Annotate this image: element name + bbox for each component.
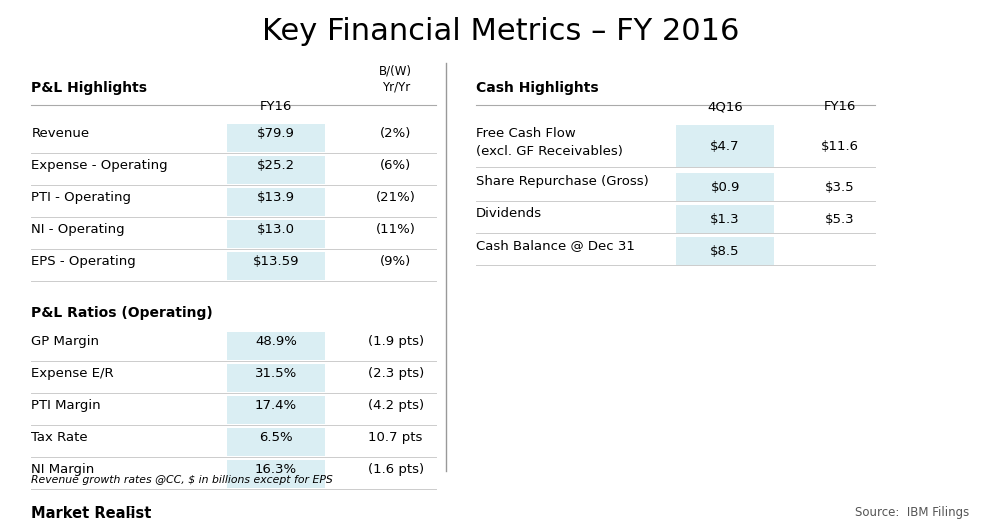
Text: 10.7 pts: 10.7 pts bbox=[368, 431, 422, 444]
Text: $25.2: $25.2 bbox=[257, 159, 295, 172]
Text: $11.6: $11.6 bbox=[821, 140, 859, 153]
Text: $3.5: $3.5 bbox=[825, 181, 855, 194]
FancyBboxPatch shape bbox=[227, 188, 324, 216]
Text: Revenue: Revenue bbox=[31, 128, 89, 140]
FancyBboxPatch shape bbox=[227, 364, 324, 392]
Text: 48.9%: 48.9% bbox=[255, 335, 297, 348]
Text: Revenue growth rates @CC, $ in billions except for EPS: Revenue growth rates @CC, $ in billions … bbox=[31, 475, 333, 485]
Text: FY16: FY16 bbox=[824, 100, 856, 113]
Text: Expense E/R: Expense E/R bbox=[31, 367, 114, 380]
FancyBboxPatch shape bbox=[227, 124, 324, 152]
Text: EPS - Operating: EPS - Operating bbox=[31, 255, 136, 268]
Text: $8.5: $8.5 bbox=[711, 245, 740, 258]
Text: Key Financial Metrics – FY 2016: Key Financial Metrics – FY 2016 bbox=[262, 17, 739, 46]
Text: 6.5%: 6.5% bbox=[259, 431, 292, 444]
Text: (4.2 pts): (4.2 pts) bbox=[367, 399, 423, 412]
Text: Source:  IBM Filings: Source: IBM Filings bbox=[856, 506, 970, 519]
Text: P&L Ratios (Operating): P&L Ratios (Operating) bbox=[31, 306, 213, 320]
Text: (6%): (6%) bbox=[380, 159, 411, 172]
Text: Tax Rate: Tax Rate bbox=[31, 431, 88, 444]
Text: $13.59: $13.59 bbox=[252, 255, 299, 268]
Text: $13.0: $13.0 bbox=[257, 223, 295, 236]
Text: NI - Operating: NI - Operating bbox=[31, 223, 125, 236]
Text: Cash Balance @ Dec 31: Cash Balance @ Dec 31 bbox=[475, 239, 635, 253]
Text: $5.3: $5.3 bbox=[825, 213, 855, 226]
FancyBboxPatch shape bbox=[227, 253, 324, 280]
FancyBboxPatch shape bbox=[677, 205, 774, 234]
Text: 16.3%: 16.3% bbox=[255, 463, 297, 476]
Text: Share Repurchase (Gross): Share Repurchase (Gross) bbox=[475, 175, 649, 188]
Text: 17.4%: 17.4% bbox=[255, 399, 297, 412]
Text: PTI Margin: PTI Margin bbox=[31, 399, 101, 412]
FancyBboxPatch shape bbox=[227, 396, 324, 424]
Text: B/(W)
Yr/Yr: B/(W) Yr/Yr bbox=[379, 65, 412, 93]
Text: (11%): (11%) bbox=[375, 223, 415, 236]
Text: 4Q16: 4Q16 bbox=[708, 100, 743, 113]
Text: $4.7: $4.7 bbox=[711, 140, 740, 153]
Text: Free Cash Flow
(excl. GF Receivables): Free Cash Flow (excl. GF Receivables) bbox=[475, 128, 623, 158]
Text: (2.3 pts): (2.3 pts) bbox=[367, 367, 423, 380]
Text: (9%): (9%) bbox=[380, 255, 411, 268]
Text: (21%): (21%) bbox=[375, 191, 415, 204]
FancyBboxPatch shape bbox=[227, 156, 324, 184]
Text: $0.9: $0.9 bbox=[711, 181, 740, 194]
Text: (1.6 pts): (1.6 pts) bbox=[367, 463, 423, 476]
Text: $79.9: $79.9 bbox=[257, 128, 295, 140]
Text: P&L Highlights: P&L Highlights bbox=[31, 81, 147, 96]
Text: (2%): (2%) bbox=[380, 128, 411, 140]
Text: Cash Highlights: Cash Highlights bbox=[475, 81, 599, 96]
FancyBboxPatch shape bbox=[227, 220, 324, 248]
Text: $1.3: $1.3 bbox=[711, 213, 740, 226]
Text: GP Margin: GP Margin bbox=[31, 335, 99, 348]
FancyBboxPatch shape bbox=[677, 125, 774, 167]
Text: Expense - Operating: Expense - Operating bbox=[31, 159, 168, 172]
Text: NI Margin: NI Margin bbox=[31, 463, 94, 476]
Text: $13.9: $13.9 bbox=[257, 191, 295, 204]
FancyBboxPatch shape bbox=[227, 460, 324, 488]
Text: Dividends: Dividends bbox=[475, 207, 542, 220]
Text: PTI - Operating: PTI - Operating bbox=[31, 191, 131, 204]
Text: 31.5%: 31.5% bbox=[255, 367, 297, 380]
Text: FY16: FY16 bbox=[259, 100, 292, 113]
FancyBboxPatch shape bbox=[227, 428, 324, 456]
FancyBboxPatch shape bbox=[677, 237, 774, 266]
FancyBboxPatch shape bbox=[677, 173, 774, 202]
Text: Market Realist: Market Realist bbox=[31, 506, 152, 521]
FancyBboxPatch shape bbox=[227, 332, 324, 360]
Text: (1.9 pts): (1.9 pts) bbox=[367, 335, 423, 348]
Text: Ⓠ: Ⓠ bbox=[127, 504, 133, 514]
